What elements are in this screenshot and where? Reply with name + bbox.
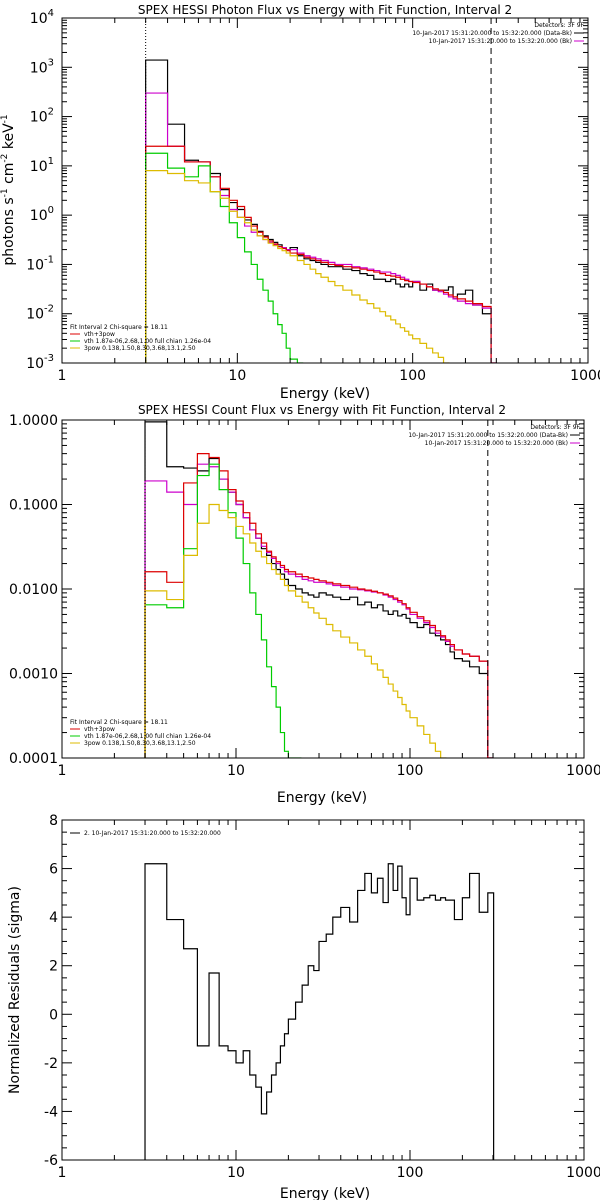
y-tick-label: -2 [44, 1056, 58, 1072]
y-tick-label: 10-3 [26, 353, 54, 372]
y-tick-label: -6 [44, 1153, 58, 1169]
series-vth-3pow [145, 145, 497, 363]
y-tick-label: 4 [49, 910, 58, 926]
y-tick-label: 2 [49, 959, 58, 975]
count-flux-panel: SPEX HESSI Count Flux vs Energy with Fit… [9, 403, 600, 806]
x-tick-label: 100 [397, 1165, 424, 1181]
series-3pow [144, 503, 447, 758]
photon-flux-title: SPEX HESSI Photon Flux vs Energy with Fi… [138, 3, 512, 17]
legend-entry: vth 1.87e-06,2.68,1.00 full chian 1.26e-… [84, 733, 211, 740]
plot-frame [61, 819, 585, 1161]
series-residuals [144, 863, 495, 1160]
residuals-ylabel: Normalized Residuals (sigma) [7, 886, 23, 1094]
legend-entry: vth+3pow [84, 726, 115, 733]
y-tick-label: 10-1 [26, 254, 54, 273]
svg-text:Normalized Residuals (sigma): Normalized Residuals (sigma) [7, 886, 23, 1094]
series-vth [144, 463, 302, 758]
series-vth [145, 152, 304, 363]
y-tick-label: 104 [30, 8, 54, 27]
x-tick-label: 1000 [570, 368, 600, 384]
photon-flux-ylabel: photons s-1 cm-2 keV-1 [0, 114, 17, 265]
legend-entry: 2. 10-Jan-2017 15:31:20.000 to 15:32:20.… [84, 830, 221, 837]
series-data-bk [145, 59, 492, 363]
svg-text:photons s-1 cm-2 keV-1: photons s-1 cm-2 keV-1 [0, 114, 17, 265]
count-flux-xlabel: Energy (keV) [277, 790, 367, 806]
series-vth-3pow [144, 453, 494, 758]
x-tick-label: 10 [227, 1165, 245, 1181]
legend-entry: vth+3pow [84, 331, 115, 338]
y-tick-label: 100 [30, 205, 54, 224]
y-tick-label: 10-2 [26, 304, 54, 323]
x-tick-label: 10 [228, 368, 246, 384]
count-flux-title: SPEX HESSI Count Flux vs Energy with Fit… [138, 403, 506, 417]
x-tick-label: 100 [397, 763, 424, 779]
series-bk [145, 92, 497, 363]
photon-flux-xlabel: Energy (keV) [280, 386, 370, 402]
x-tick-label: 1000 [566, 1165, 600, 1181]
y-tick-label: 101 [30, 156, 54, 175]
x-tick-label: 1 [58, 763, 67, 779]
y-tick-label: 6 [49, 862, 58, 878]
y-tick-label: 102 [30, 107, 54, 126]
legend-entry: 10-Jan-2017 15:31:20.000 to 15:32:20.000… [408, 432, 568, 439]
residuals-panel: Energy (keV) Normalized Residuals (sigma… [7, 813, 600, 1200]
legend-entry: 3pow 0.138,1.50,8.30,3.68,13.1,2.50 [84, 740, 196, 747]
series-3pow [145, 170, 450, 363]
y-tick-label: -4 [44, 1104, 58, 1120]
fit-legend-header: Fit Interval 2 Chi-square = 18.11 [70, 324, 168, 331]
legend-entry: 10-Jan-2017 15:31:20.000 to 15:32:20.000… [429, 38, 572, 45]
residuals-xlabel: Energy (keV) [280, 1186, 370, 1200]
legend-entry: 10-Jan-2017 15:31:20.000 to 15:32:20.000… [412, 30, 572, 37]
x-tick-label: 1 [58, 368, 67, 384]
plot-frame [61, 419, 585, 759]
y-tick-label: 0.0010 [9, 667, 58, 683]
y-tick-label: 0.0100 [9, 582, 58, 598]
y-tick-label: 0 [49, 1007, 58, 1023]
x-tick-label: 1 [58, 1165, 67, 1181]
x-tick-label: 100 [399, 368, 426, 384]
x-tick-label: 10 [227, 763, 245, 779]
legend-entry: 3pow 0.138,1.50,8.30,3.68,13.1,2.50 [84, 345, 196, 352]
legend-header: Detectors: 3F 9F [530, 424, 580, 431]
y-tick-label: 1.0000 [9, 413, 58, 429]
legend-entry: vth 1.87e-06,2.68,1.00 full chian 1.26e-… [84, 338, 211, 345]
photon-flux-panel: SPEX HESSI Photon Flux vs Energy with Fi… [0, 3, 600, 402]
y-tick-label: 8 [49, 813, 58, 829]
y-tick-label: 0.0001 [9, 751, 58, 767]
x-tick-label: 1000 [566, 763, 600, 779]
y-tick-label: 103 [30, 57, 54, 76]
fit-legend-header: Fit Interval 2 Chi-square = 18.11 [70, 719, 168, 726]
legend-header: Detectors: 3F 9F [534, 22, 584, 29]
legend-entry: 10-Jan-2017 15:31:20.000 to 15:32:20.000… [425, 440, 568, 447]
y-tick-label: 0.1000 [9, 498, 58, 514]
plot-frame [61, 17, 589, 364]
